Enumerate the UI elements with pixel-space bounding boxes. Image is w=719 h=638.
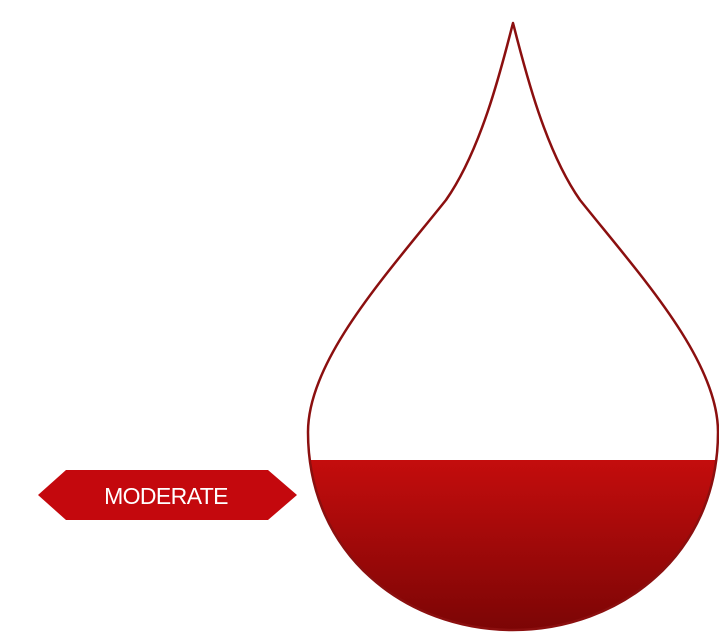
drop-outline xyxy=(306,21,719,632)
level-badge-shape xyxy=(38,470,297,520)
drop-fill-level xyxy=(308,460,718,630)
level-badge: MODERATE xyxy=(38,470,297,520)
level-label: MODERATE xyxy=(104,483,228,509)
